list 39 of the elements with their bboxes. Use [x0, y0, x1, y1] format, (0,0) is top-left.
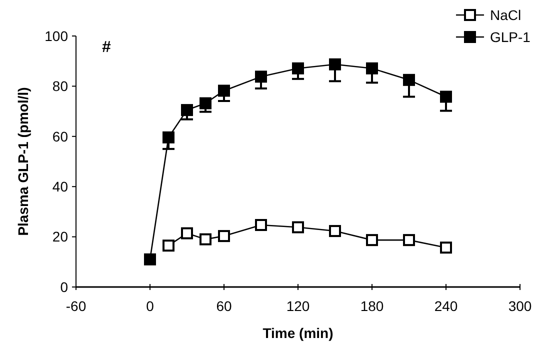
point [255, 219, 267, 232]
point [366, 62, 378, 74]
annotation: # [102, 39, 111, 56]
point [200, 97, 212, 110]
x-tick-label: 180 [360, 298, 384, 314]
point [181, 104, 193, 116]
point [292, 221, 304, 234]
x-tick-label: 60 [216, 298, 232, 314]
y-tick-label: 40 [52, 178, 68, 194]
x-axis-title: Time (min) [262, 325, 334, 341]
x-tick-label: 300 [508, 298, 532, 314]
point [255, 70, 267, 83]
x-tick-label: 0 [146, 298, 154, 314]
x-tick-label: 120 [286, 298, 310, 314]
point [403, 74, 415, 86]
legend-label: GLP-1 [490, 28, 531, 45]
point [181, 227, 193, 240]
point [218, 230, 230, 242]
point [329, 225, 341, 238]
point [162, 240, 174, 252]
point [218, 84, 230, 97]
x-tick-label: -60 [66, 298, 86, 314]
legend-label: NaCl [490, 6, 522, 23]
y-tick-label: 80 [52, 78, 68, 94]
point [440, 90, 452, 103]
y-tick-label: 100 [44, 28, 68, 44]
y-axis-title: Plasma GLP-1 (pmol/l) [15, 87, 31, 236]
point [329, 58, 341, 70]
y-tick-label: 0 [60, 278, 68, 295]
point [366, 234, 378, 246]
point [200, 233, 212, 246]
point [144, 253, 156, 266]
y-tick-label: 60 [52, 128, 68, 144]
point [403, 234, 415, 246]
point [292, 62, 304, 74]
point [440, 242, 452, 254]
x-tick-label: 240 [434, 298, 458, 314]
y-tick-label: 20 [52, 228, 68, 245]
point [162, 131, 174, 144]
